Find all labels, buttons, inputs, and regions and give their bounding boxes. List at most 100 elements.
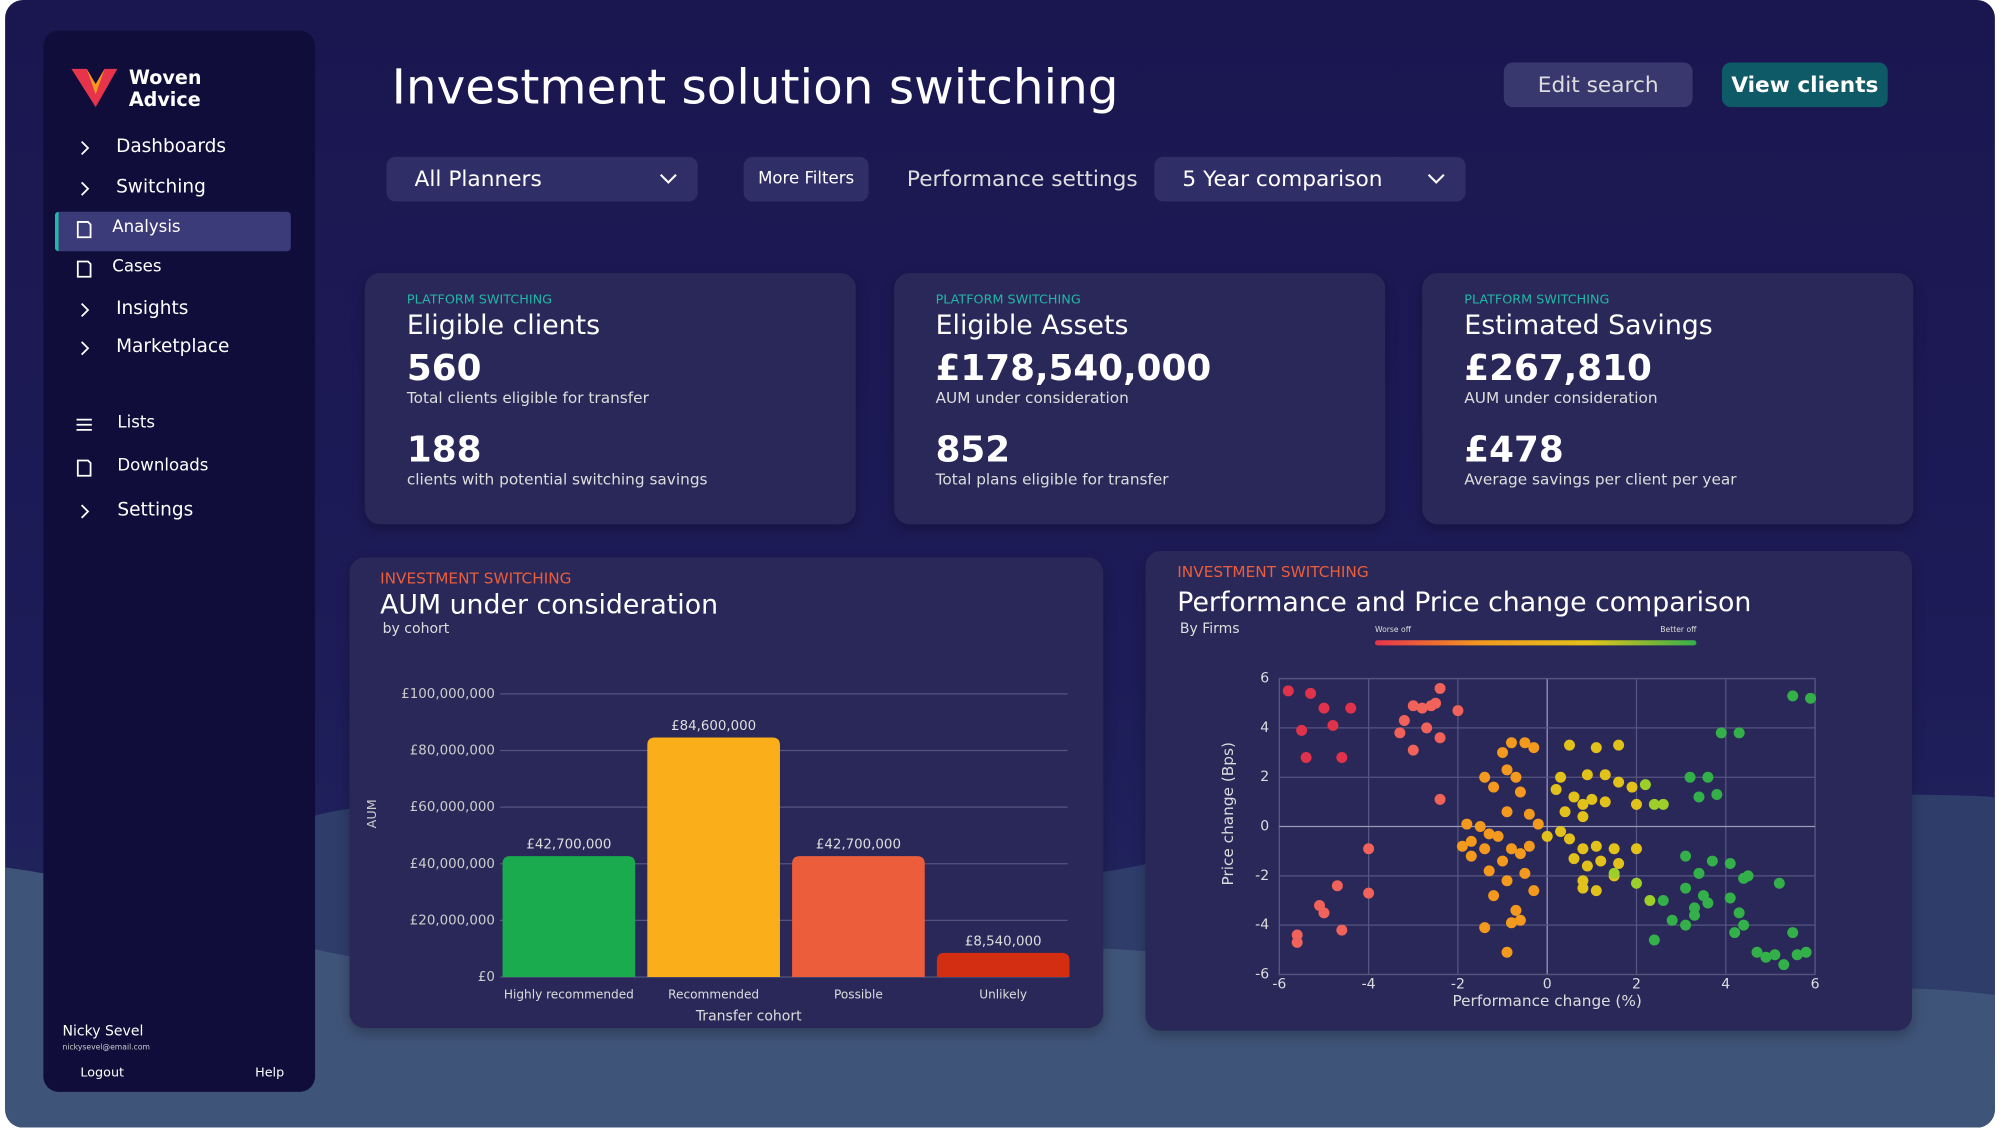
point [1479, 771, 1491, 783]
point [1693, 867, 1705, 879]
point [1590, 742, 1602, 754]
nav-icon [81, 140, 90, 155]
more-filters[interactable]: More Filters [743, 156, 869, 202]
point [1501, 764, 1513, 776]
nav-item[interactable]: Settings [117, 499, 194, 521]
point [1305, 687, 1317, 699]
y-tick-label: 2 [1260, 769, 1269, 785]
point [1434, 793, 1446, 805]
point [1787, 927, 1799, 939]
icon-shape [81, 341, 90, 356]
point [1568, 791, 1580, 803]
point [1456, 840, 1468, 852]
point [1599, 796, 1611, 808]
x-axis-label: Transfer cohort [695, 1009, 802, 1025]
icon-shape [76, 221, 92, 239]
point [1505, 843, 1517, 855]
value-label: £84,600,000 [671, 719, 756, 734]
point [1488, 781, 1500, 793]
point [1318, 907, 1330, 919]
point [1644, 895, 1656, 906]
nav-item[interactable]: Insights [116, 298, 189, 319]
card-sub: 188 [406, 428, 482, 471]
x-tick-label: 2 [1632, 977, 1641, 993]
performance-select[interactable]: 5 Year comparison [1154, 156, 1466, 202]
point [1434, 682, 1446, 694]
nav-item[interactable]: Marketplace [116, 336, 230, 358]
y-tick-label: 6 [1260, 671, 1269, 687]
point [1564, 833, 1575, 845]
point [1336, 924, 1348, 936]
point [1416, 702, 1428, 714]
point [1599, 769, 1611, 781]
point [1407, 700, 1419, 712]
logout[interactable]: Logout [80, 1066, 125, 1081]
point [1363, 887, 1375, 899]
point [1394, 727, 1406, 739]
nav-item[interactable]: Dashboards [116, 136, 227, 157]
chart-title: Performance and Price change comparison [1177, 587, 1751, 618]
chart-kicker: INVESTMENT SWITCHING [380, 570, 571, 588]
icon-shape [81, 181, 90, 196]
icon-shape [76, 418, 92, 431]
chevron [659, 174, 677, 184]
point [1528, 885, 1540, 897]
card-note: Average savings per client per year [1464, 470, 1737, 489]
card-main: 560 [406, 346, 482, 390]
view-clients[interactable]: View clients [1721, 62, 1888, 108]
point [1483, 828, 1495, 840]
point [1590, 885, 1602, 897]
nav-item[interactable]: Switching [116, 177, 206, 198]
point [1407, 744, 1419, 756]
point [1291, 936, 1303, 948]
point [1626, 781, 1638, 793]
nav-item[interactable]: Downloads [117, 456, 209, 476]
point [1510, 771, 1522, 783]
point [1501, 875, 1513, 887]
value-label: £42,700,000 [526, 838, 611, 853]
y-tick-label: £80,000,000 [410, 744, 495, 759]
point [1630, 877, 1642, 889]
card-note: Total clients eligible for transfer [406, 389, 649, 407]
point [1488, 890, 1500, 902]
point [1595, 855, 1607, 867]
chart-title: AUM under consideration [380, 589, 718, 620]
point [1760, 951, 1772, 963]
card-sub: £478 [1464, 428, 1564, 471]
point [1590, 840, 1602, 852]
chart-subtitle: by cohort [383, 621, 450, 637]
performance-value: 5 Year comparison [1182, 166, 1383, 192]
point [1630, 798, 1642, 810]
y-tick-label: -6 [1255, 966, 1269, 982]
point [1559, 806, 1571, 818]
nav-item[interactable]: Cases [112, 257, 162, 277]
point [1327, 719, 1339, 731]
help[interactable]: Help [255, 1066, 285, 1081]
point [1492, 830, 1504, 842]
user-email: nickysevel@email.com [62, 1043, 150, 1053]
legend-high: Better off [1660, 625, 1697, 634]
y-tick-label: -4 [1255, 917, 1269, 933]
point [1630, 843, 1642, 855]
logo [71, 68, 118, 108]
point [1577, 843, 1589, 855]
point [1505, 917, 1517, 929]
point [1479, 922, 1491, 934]
y-tick-label: -2 [1255, 868, 1269, 884]
page-title: Investment solution switching [391, 58, 1119, 115]
nav-item[interactable]: Lists [117, 413, 155, 433]
edit-search[interactable]: Edit search [1503, 62, 1693, 108]
point [1514, 786, 1526, 798]
planner-select[interactable]: All Planners [386, 156, 698, 202]
chart-subtitle: By Firms [1180, 621, 1240, 637]
bar [936, 952, 1070, 978]
nav-item[interactable]: Analysis [112, 218, 181, 238]
point [1300, 751, 1312, 763]
value-label: £8,540,000 [965, 934, 1042, 949]
point [1711, 788, 1723, 800]
point [1733, 727, 1745, 739]
point [1483, 865, 1495, 877]
nav-icon [81, 504, 90, 519]
card-note: AUM under consideration [1464, 389, 1658, 407]
